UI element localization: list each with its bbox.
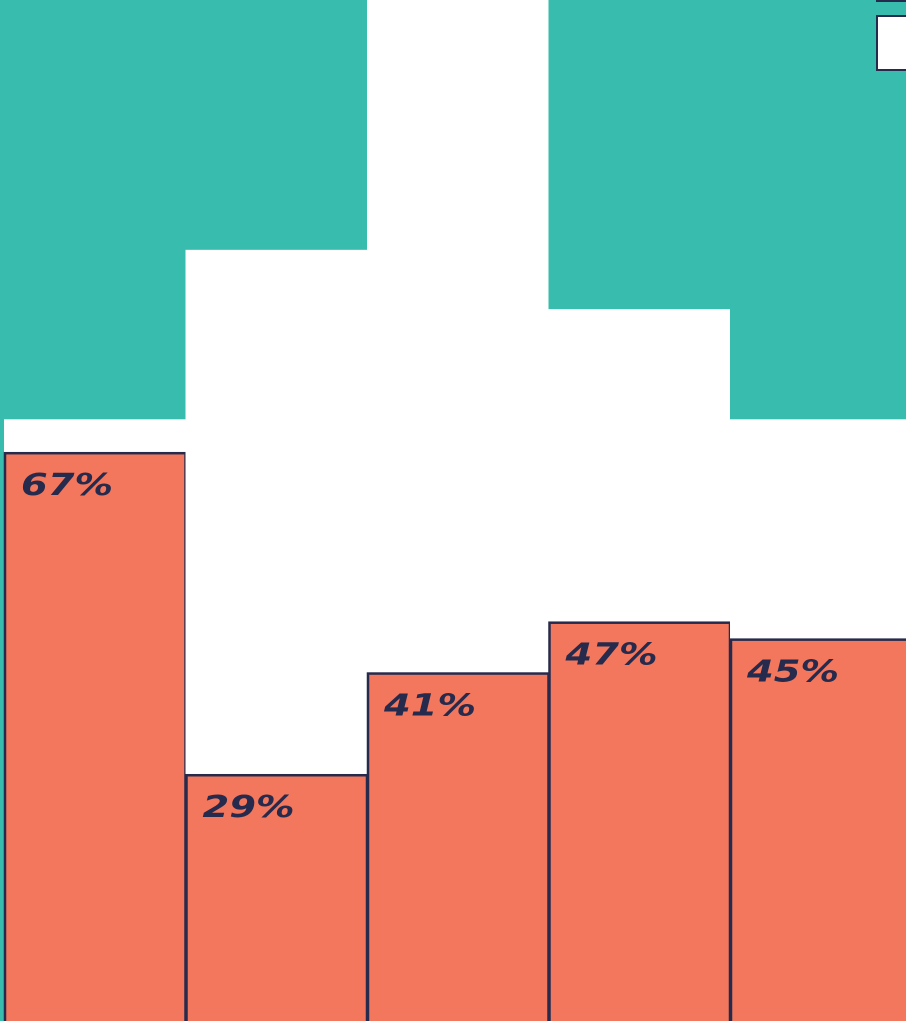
- labels-group: 67% 29% 41% 47% 45%: [21, 468, 839, 825]
- bar-bottom-segment-3: [366, 672, 550, 1021]
- bar-top-segment-1: [4, 419, 186, 454]
- bar-value-label-3: 41%: [383, 689, 476, 724]
- bar-top-segment-3: [367, 0, 549, 674]
- bar-bottom-segment-5: [729, 638, 906, 1021]
- legend-swatch: [876, 15, 906, 71]
- bar-value-label-5: 45%: [746, 655, 839, 690]
- bar-top-segment-2: [185, 249, 367, 776]
- bar-top-segment-4: [548, 309, 730, 623]
- legend-frame-line: [876, 0, 906, 2]
- bar-bottom-segment-1: [3, 451, 187, 1021]
- bar-bottom-segment-2: [185, 773, 369, 1021]
- bar-top-segment-5: [730, 419, 906, 640]
- bar-value-label-2: 29%: [203, 790, 295, 825]
- bar-value-label-1: 67%: [21, 468, 113, 503]
- bar-value-label-4: 47%: [564, 638, 657, 673]
- bars-group: [3, 0, 906, 1021]
- bar-bottom-segment-4: [548, 621, 732, 1021]
